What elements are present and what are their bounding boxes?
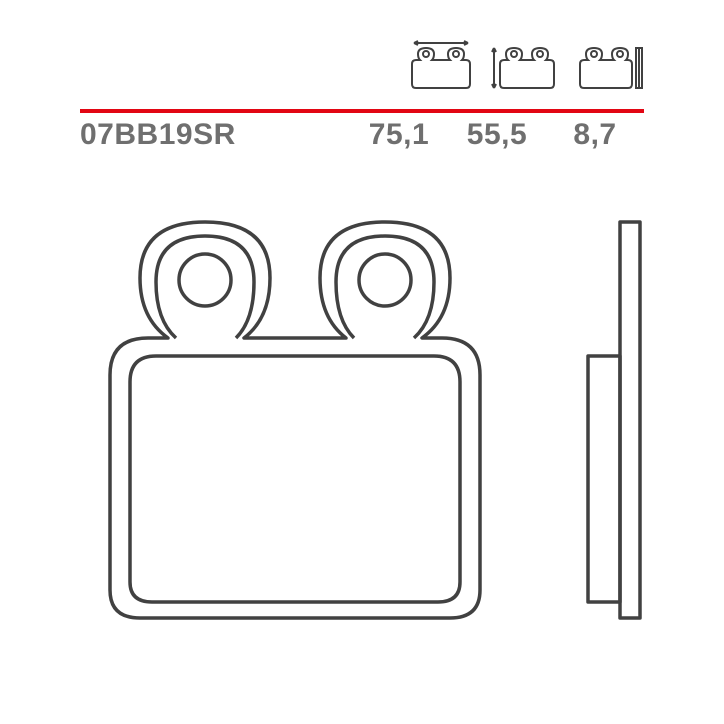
dim-width: 75,1	[350, 118, 448, 152]
dim-height: 55,5	[448, 118, 546, 152]
part-number: 07BB19SR	[80, 118, 236, 152]
dimension-labels: 07BB19SR 75,1 55,5 8,7	[80, 118, 644, 152]
dimension-thumbnails	[406, 40, 644, 97]
separator-line	[80, 100, 644, 104]
width-icon	[406, 40, 476, 97]
front-view	[80, 200, 510, 635]
brake-pad-diagram	[80, 200, 644, 630]
side-view	[584, 200, 644, 635]
thickness-icon	[574, 40, 644, 97]
dim-thickness: 8,7	[546, 118, 644, 152]
height-icon	[490, 40, 560, 97]
